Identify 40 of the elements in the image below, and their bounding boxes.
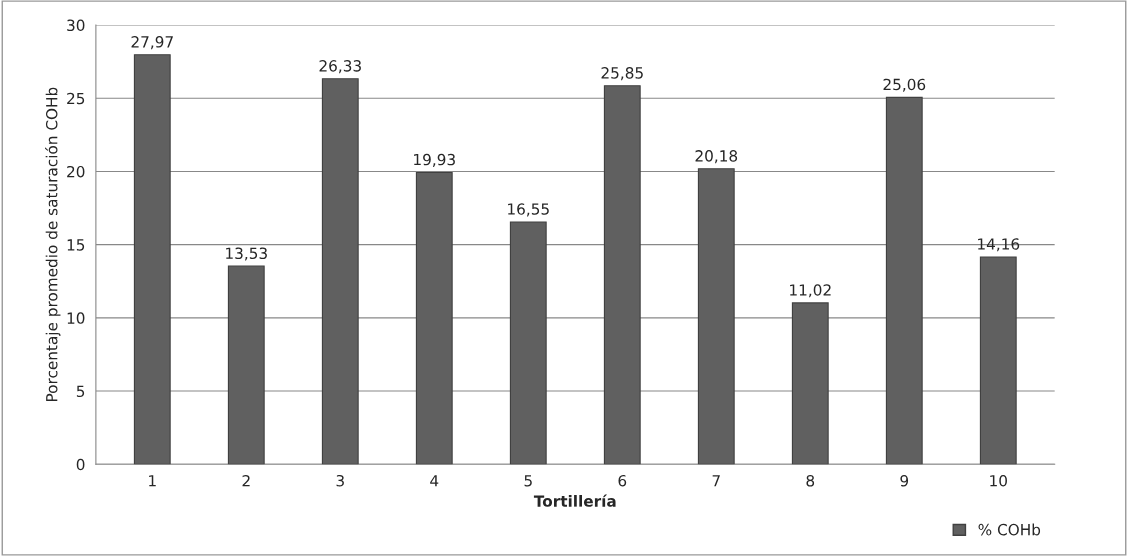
x-tick-label: 6: [618, 474, 627, 487]
data-label: 13,53: [226, 247, 267, 261]
legend-label: % COHb: [978, 523, 1041, 536]
x-tick-label: 2: [242, 474, 250, 487]
x-tick-label: 8: [806, 474, 815, 487]
data-label: 25,85: [601, 67, 643, 81]
data-label: 20,18: [695, 150, 738, 164]
y-tick-label: 25: [67, 92, 85, 105]
data-label: 26,33: [319, 60, 361, 74]
y-tick-label: 0: [76, 458, 85, 471]
data-label: 27,97: [131, 36, 173, 50]
x-tick-label: 9: [900, 474, 909, 487]
data-label: 14,16: [978, 238, 1020, 252]
x-tick-label: 10: [990, 474, 1007, 487]
x-tick-label: 7: [712, 475, 720, 487]
data-label: 25,06: [883, 78, 926, 92]
bar: [509, 221, 547, 465]
data-label: 19,93: [414, 153, 455, 167]
y-tick-label: 20: [67, 165, 85, 178]
x-tick-label: 5: [524, 475, 532, 487]
bar: [885, 96, 923, 465]
y-tick-label: 15: [67, 239, 85, 251]
bar: [321, 78, 359, 465]
data-label: 16,55: [508, 203, 549, 217]
y-axis-title: Porcentaje promedio de saturación COHb: [45, 87, 61, 401]
x-axis-title: Tortillería: [533, 494, 616, 507]
x-tick-label: 4: [430, 475, 439, 487]
x-tick-label: 3: [336, 474, 344, 487]
y-tick-label: 30: [67, 19, 85, 32]
data-label: 11,02: [790, 284, 831, 298]
bar: [415, 171, 453, 465]
bar: [979, 256, 1017, 465]
bar: [697, 168, 735, 465]
bar: [133, 54, 171, 465]
bar: [791, 302, 829, 465]
bar: [227, 265, 265, 465]
y-tick-label: 5: [76, 385, 85, 398]
y-tick-label: 10: [67, 312, 85, 324]
x-tick-label: 1: [149, 475, 156, 487]
bar: [603, 85, 641, 465]
